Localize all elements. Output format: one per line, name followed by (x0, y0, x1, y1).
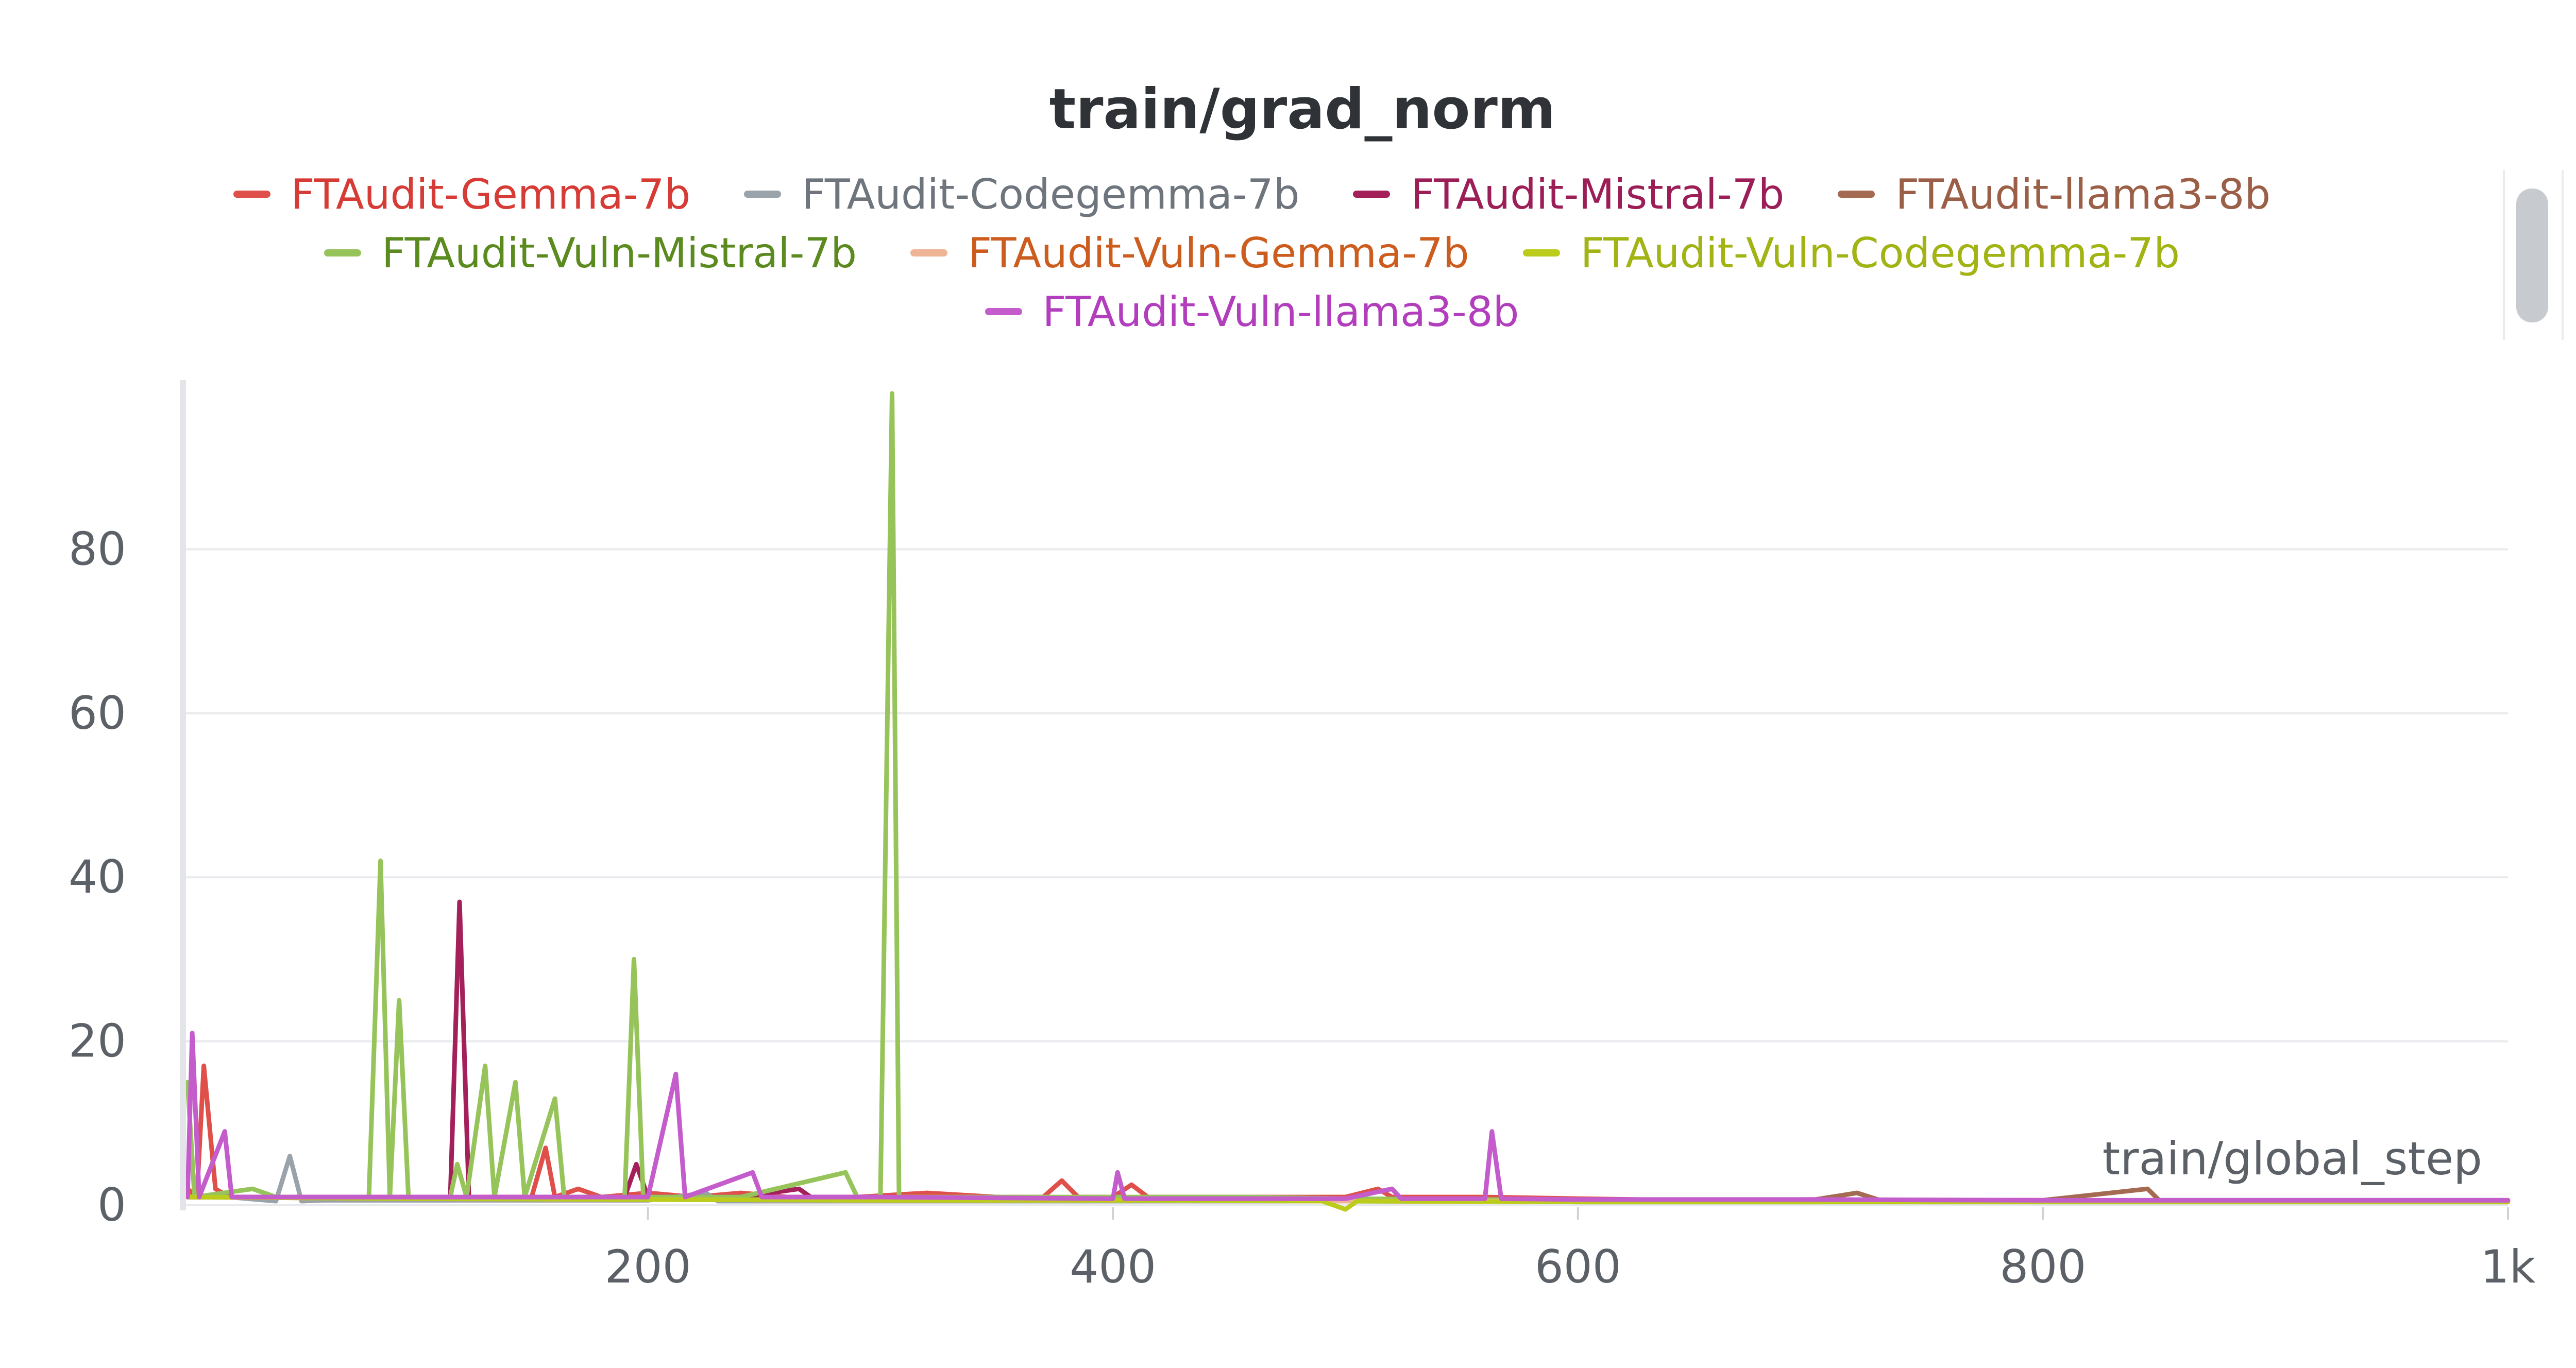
y-tick-label: 20 (69, 1015, 126, 1068)
legend-item-ftaudit-codegemma-7b[interactable]: FTAudit-Codegemma-7b (744, 170, 1299, 218)
legend-swatch (985, 308, 1022, 315)
legend-scrollbar-thumb[interactable] (2516, 189, 2548, 322)
legend-item-ftaudit-mistral-7b[interactable]: FTAudit-Mistral-7b (1353, 170, 1784, 218)
legend-swatch (324, 249, 362, 256)
legend-row: FTAudit-Vuln-llama3-8b (124, 282, 2380, 341)
y-tick-label: 40 (69, 850, 126, 903)
grid-lines (183, 548, 2508, 1206)
x-tick-label: 400 (1070, 1240, 1156, 1293)
axes (180, 380, 2509, 1220)
x-tick-label: 600 (1535, 1240, 1621, 1293)
legend-label: FTAudit-Vuln-Codegemma-7b (1580, 229, 2180, 277)
legend-label: FTAudit-Gemma-7b (291, 170, 691, 218)
legend-label: FTAudit-Codegemma-7b (802, 170, 1300, 218)
legend: FTAudit-Gemma-7b FTAudit-Codegemma-7b FT… (124, 165, 2380, 341)
series-line-ftaudit-vuln-llama3-8b[interactable] (185, 1031, 2511, 1203)
legend-row: FTAudit-Gemma-7b FTAudit-Codegemma-7b FT… (124, 165, 2380, 224)
legend-item-ftaudit-vuln-codegemma-7b[interactable]: FTAudit-Vuln-Codegemma-7b (1522, 229, 2180, 277)
legend-item-ftaudit-vuln-gemma-7b[interactable]: FTAudit-Vuln-Gemma-7b (910, 229, 1469, 277)
legend-label: FTAudit-Vuln-Gemma-7b (968, 229, 1469, 277)
legend-swatch (744, 191, 782, 198)
legend-swatch (233, 191, 270, 198)
legend-swatch (910, 249, 948, 256)
legend-label: FTAudit-Vuln-llama3-8b (1042, 287, 1519, 336)
x-tick-label: 200 (605, 1240, 691, 1293)
series-line-ftaudit-vuln-mistral-7b[interactable] (185, 391, 2511, 1204)
legend-scrollbar[interactable] (2503, 170, 2564, 340)
x-axis-title: train/global_step (2103, 1132, 2482, 1185)
legend-item-ftaudit-gemma-7b[interactable]: FTAudit-Gemma-7b (233, 170, 691, 218)
legend-label: FTAudit-llama3-8b (1895, 170, 2271, 218)
legend-swatch (1838, 191, 1875, 198)
legend-item-ftaudit-llama3-8b[interactable]: FTAudit-llama3-8b (1838, 170, 2270, 218)
legend-swatch (1353, 191, 1391, 198)
y-tick-label: 0 (97, 1178, 126, 1232)
y-tick-label: 60 (69, 687, 126, 740)
legend-row: FTAudit-Vuln-Mistral-7b FTAudit-Vuln-Gem… (124, 224, 2380, 282)
y-tick-label: 80 (69, 522, 126, 575)
legend-label: FTAudit-Mistral-7b (1411, 170, 1785, 218)
legend-label: FTAudit-Vuln-Mistral-7b (382, 229, 857, 277)
x-tick-label: 800 (1999, 1240, 2086, 1293)
legend-item-ftaudit-vuln-mistral-7b[interactable]: FTAudit-Vuln-Mistral-7b (324, 229, 857, 277)
legend-swatch (1522, 249, 1560, 256)
chart-title: train/grad_norm (1049, 77, 1556, 142)
tick-labels: 0 20 40 60 80 200 400 600 800 1k (69, 522, 2535, 1293)
series-lines (185, 391, 2511, 1212)
x-tick-label: 1k (2481, 1240, 2536, 1293)
legend-item-ftaudit-vuln-llama3-8b[interactable]: FTAudit-Vuln-llama3-8b (985, 288, 1519, 336)
